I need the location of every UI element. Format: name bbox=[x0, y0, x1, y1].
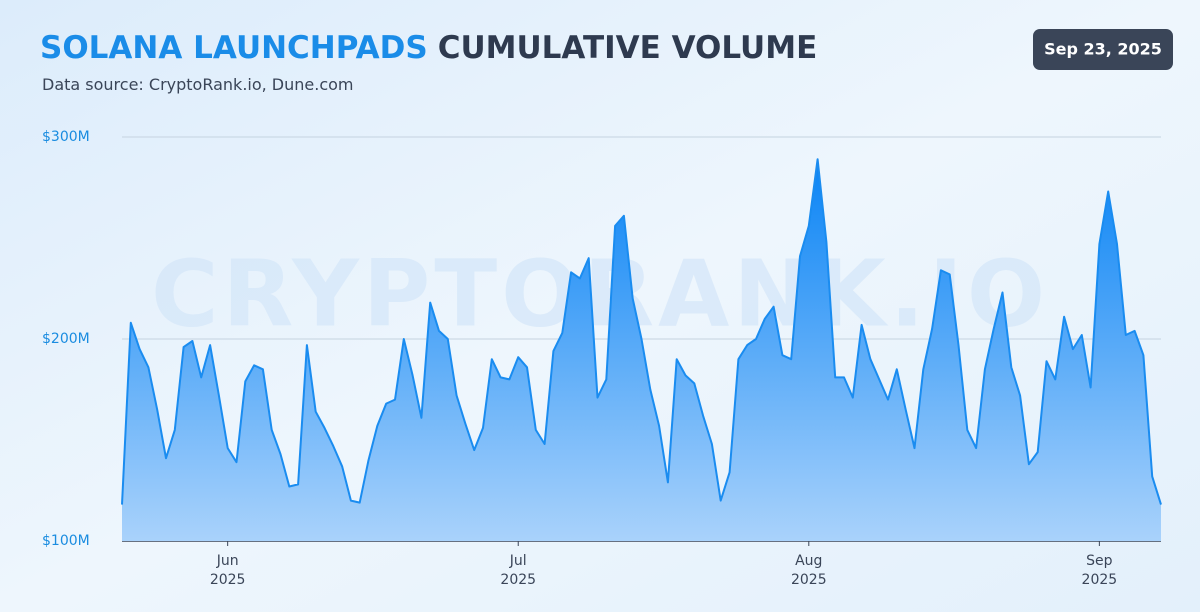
x-tick-label: Jun 2025 bbox=[210, 553, 246, 588]
x-tick-label-line: Aug bbox=[795, 553, 822, 569]
date-badge-text: Sep 23, 2025 bbox=[1044, 40, 1162, 59]
subtitle: Data source: CryptoRank.io, Dune.com bbox=[42, 75, 354, 94]
x-tick-label-line: 2025 bbox=[210, 572, 246, 588]
y-tick-label: $100M bbox=[42, 533, 90, 549]
title-rest: CUMULATIVE VOLUME bbox=[438, 30, 818, 66]
watermark: CRYPTORANK.IO bbox=[151, 240, 1049, 347]
x-tick-label-line: 2025 bbox=[1082, 572, 1118, 588]
area bbox=[122, 159, 1161, 541]
chart-title: SOLANA LAUNCHPADS CUMULATIVE VOLUME bbox=[40, 30, 817, 66]
x-tick-label-line: Jun bbox=[216, 553, 239, 569]
x-tick-label: Jul 2025 bbox=[500, 553, 536, 588]
x-tick-label-line: 2025 bbox=[500, 572, 536, 588]
x-tick-label-line: Sep bbox=[1086, 553, 1113, 569]
y-tick-label: $300M bbox=[42, 129, 90, 145]
x-tick-label: Aug 2025 bbox=[791, 553, 827, 588]
y-tick-label: $200M bbox=[42, 331, 90, 347]
x-tick-label-line: 2025 bbox=[791, 572, 827, 588]
x-tick-label: Sep 2025 bbox=[1082, 553, 1118, 588]
plot: $100M $200M $300M Jun 2025 Jul 2025 Aug 2025 Sep 2… bbox=[42, 129, 1162, 588]
line bbox=[121, 158, 1162, 505]
date-badge bbox=[1033, 29, 1173, 70]
title-highlight: SOLANA LAUNCHPADS bbox=[40, 30, 428, 66]
x-tick-label-line: Jul bbox=[509, 553, 527, 569]
